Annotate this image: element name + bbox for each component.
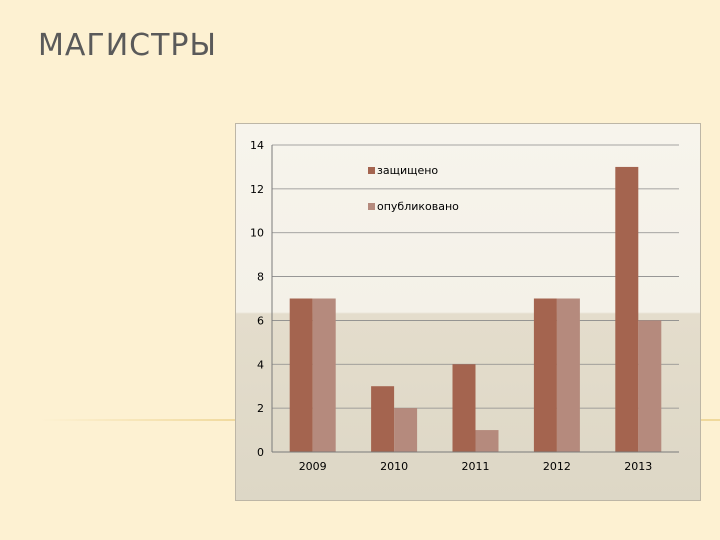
bar [556,298,580,452]
gridlines [272,144,679,409]
y-tick-label: 12 [250,183,264,196]
legend: защищено опубликовано [368,164,459,213]
legend-label: защищено [377,164,438,177]
y-tick-label: 4 [257,358,264,371]
x-tick-label: 2013 [624,460,652,473]
y-tick-label: 0 [257,446,264,459]
bar [371,386,395,452]
bar [615,166,639,452]
y-tick-label: 6 [257,314,264,327]
chart-panel: 0 2 4 6 8 10 12 14 2009 2010 2011 2012 2013 защищено… [235,123,701,501]
legend-swatch [368,203,375,210]
legend-swatch [368,167,375,174]
axes: 0 2 4 6 8 10 12 14 2009 2010 2011 2012 2013 [250,139,679,473]
bar [638,320,662,452]
y-tick-label: 8 [257,271,264,284]
bar [533,298,557,452]
bar [394,408,418,452]
x-tick-label: 2010 [380,460,408,473]
y-tick-label: 14 [250,139,264,152]
y-tick-label: 2 [257,402,264,415]
y-tick-label: 10 [250,227,264,240]
bar-chart: 0 2 4 6 8 10 12 14 2009 2010 2011 2012 2013 защищено… [250,139,679,473]
x-tick-label: 2011 [462,460,490,473]
bar [312,298,336,452]
legend-label: опубликовано [377,200,459,213]
x-tick-label: 2012 [543,460,571,473]
bar [475,430,499,452]
bars [289,166,662,452]
bar [289,298,313,452]
x-tick-label: 2009 [299,460,327,473]
slide-title: МАГИСТРЫ [38,28,217,63]
bar [452,364,476,452]
